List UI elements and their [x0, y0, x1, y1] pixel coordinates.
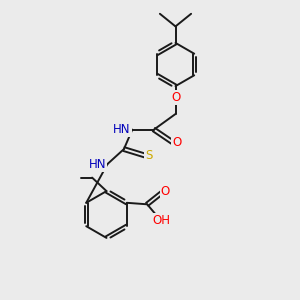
Text: HN: HN	[88, 158, 106, 171]
Text: S: S	[146, 149, 153, 162]
Text: O: O	[160, 185, 170, 198]
Text: O: O	[172, 136, 181, 149]
Text: OH: OH	[152, 214, 170, 227]
Text: O: O	[171, 91, 180, 104]
Text: HN: HN	[113, 123, 131, 136]
